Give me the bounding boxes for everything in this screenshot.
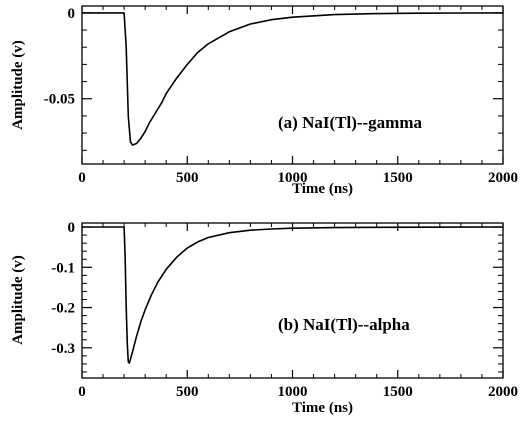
x-tick-label: 500 [176,170,199,186]
y-tick-label: -0.1 [51,260,75,276]
y-axis-label: Amplitude (v) [10,40,26,130]
y-axis-label: Amplitude (v) [10,255,26,345]
plot-frame [81,5,504,165]
waveform-trace [82,226,504,364]
panel-annotation: (a) NaI(Tl)--gamma [278,113,422,132]
y-tick-label: -0.2 [51,301,75,317]
y-tick-label: 0 [68,220,76,236]
panel-gamma: 0 500 1000 1500 2000 0 -0.05 (a) NaI(Tl)--gamma… [10,5,518,197]
x-axis-label: Time (ns) [292,181,353,197]
x-tick-label: 1000 [278,170,308,186]
y-tick-label: -0.3 [51,341,75,357]
x-tick-label: 1500 [383,170,413,186]
x-tick-label: 2000 [488,170,518,186]
waveform-trace [82,12,504,146]
x-tick-label: 1000 [278,384,308,400]
panel-alpha: 0 500 1000 1500 2000 0 -0.1 -0.2 -0.3 (b) NaI(Tl)… [10,220,518,416]
plot-frame [81,222,504,379]
x-tick-label: 2000 [488,384,518,400]
x-tick-label: 500 [176,384,199,400]
x-tick-label: 0 [78,170,86,186]
x-tick-label: 0 [78,384,86,400]
panel-annotation: (b) NaI(Tl)--alpha [278,315,410,334]
y-tick-label: -0.05 [44,92,75,108]
x-axis-label: Time (ns) [292,400,353,416]
y-tick-label: 0 [68,6,76,22]
x-tick-label: 1500 [383,384,413,400]
